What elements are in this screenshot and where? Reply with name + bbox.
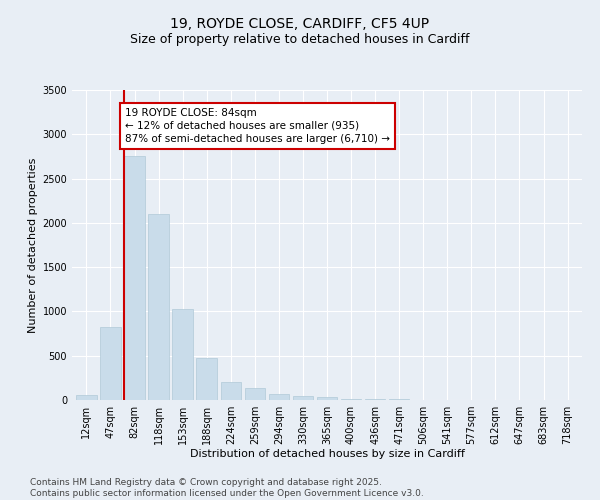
- X-axis label: Distribution of detached houses by size in Cardiff: Distribution of detached houses by size …: [190, 448, 464, 458]
- Bar: [221, 382, 241, 400]
- Bar: [76, 394, 97, 400]
- Bar: [196, 358, 217, 400]
- Bar: [172, 309, 193, 400]
- Bar: [148, 214, 169, 400]
- Text: 19 ROYDE CLOSE: 84sqm
← 12% of detached houses are smaller (935)
87% of semi-det: 19 ROYDE CLOSE: 84sqm ← 12% of detached …: [125, 108, 390, 144]
- Text: 19, ROYDE CLOSE, CARDIFF, CF5 4UP: 19, ROYDE CLOSE, CARDIFF, CF5 4UP: [170, 18, 430, 32]
- Text: Contains HM Land Registry data © Crown copyright and database right 2025.
Contai: Contains HM Land Registry data © Crown c…: [30, 478, 424, 498]
- Bar: [269, 394, 289, 400]
- Y-axis label: Number of detached properties: Number of detached properties: [28, 158, 38, 332]
- Bar: [100, 328, 121, 400]
- Bar: [293, 396, 313, 400]
- Bar: [365, 399, 385, 400]
- Bar: [341, 398, 361, 400]
- Bar: [124, 156, 145, 400]
- Bar: [245, 388, 265, 400]
- Text: Size of property relative to detached houses in Cardiff: Size of property relative to detached ho…: [130, 32, 470, 46]
- Bar: [317, 398, 337, 400]
